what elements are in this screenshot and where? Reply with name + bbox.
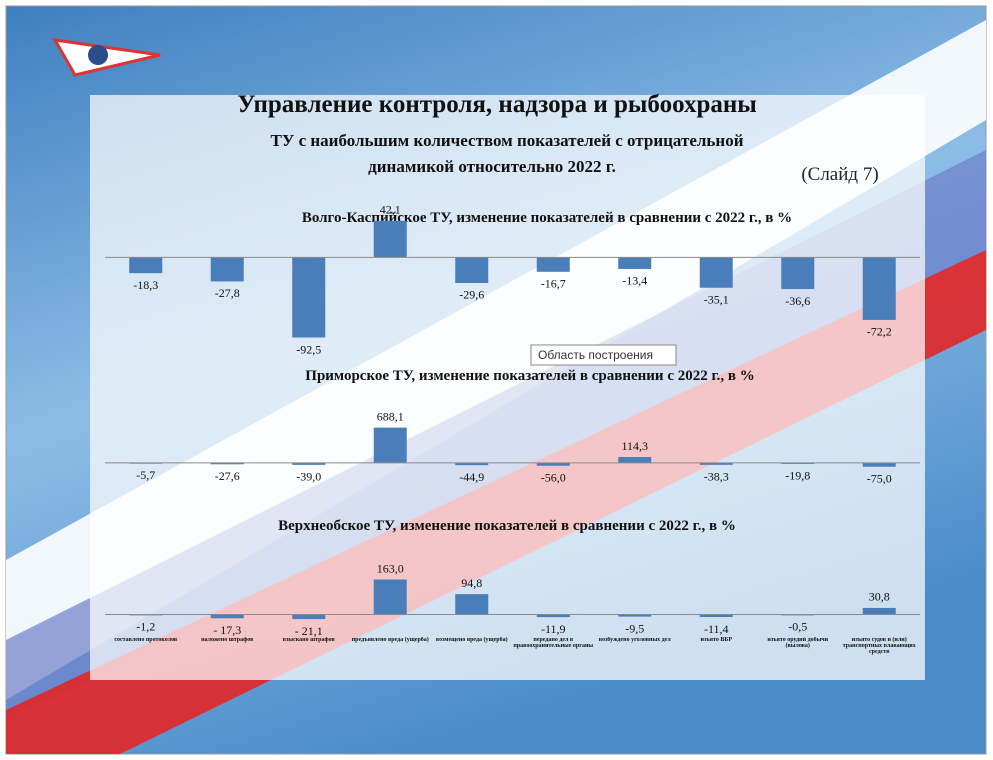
bar [292, 614, 326, 620]
value-label: - 21,1 [295, 624, 323, 638]
category-label-box: изъято ВБР [700, 636, 732, 643]
value-label: -1,2 [136, 620, 155, 634]
slide-subtitle: динамикой относительно 2022 г. [368, 157, 616, 176]
value-label: -36,6 [785, 294, 810, 308]
value-label: -29,6 [459, 288, 484, 302]
bar [210, 462, 244, 465]
value-label: -39,0 [296, 470, 321, 484]
value-label: -19,8 [785, 469, 810, 483]
bar [862, 607, 896, 615]
bar [292, 257, 326, 338]
value-label: 688,1 [377, 409, 404, 423]
bar [618, 614, 652, 617]
value-label: -35,1 [704, 293, 729, 307]
bar [292, 462, 326, 465]
x-tick-label: передано дел в правоохранительные органы [513, 636, 594, 649]
bar [699, 462, 733, 465]
bar [210, 614, 244, 619]
emblem [88, 45, 108, 65]
value-label: 163,0 [377, 561, 404, 575]
x-tick-label: изъято орудий добычи (вылова) [767, 636, 829, 649]
category-label-box: наложено штрафов [201, 636, 254, 643]
x-tick-label: предъявлено вреда (ущерба) [351, 636, 429, 643]
value-label: 30,8 [869, 590, 890, 604]
bar [373, 579, 407, 615]
x-tick-label: составлено протоколов [114, 636, 178, 643]
value-label: -16,7 [541, 277, 566, 291]
value-label: -75,0 [867, 471, 892, 485]
x-tick-label: возмещено вреда (ущерба) [435, 636, 508, 643]
value-label: -9,5 [625, 621, 644, 635]
value-label: -44,9 [459, 470, 484, 484]
category-label-box: изъято орудий добычи (вылова) [767, 636, 829, 649]
chart-title: Волго-Каспийское ТУ, изменение показател… [302, 210, 792, 226]
value-label: 114,3 [621, 439, 648, 453]
value-label: -38,3 [704, 470, 729, 484]
bar [781, 257, 815, 290]
bar [618, 257, 652, 269]
category-label-box: возбуждено уголовных дел [598, 636, 671, 643]
bar [618, 457, 652, 463]
bar [699, 257, 733, 288]
bar [536, 257, 570, 272]
bar [862, 257, 896, 320]
category-label-box: передано дел в правоохранительные органы [513, 636, 594, 649]
slide-title: Управление контроля, надзора и рыбоохран… [237, 91, 757, 118]
x-tick-label: изъято судов и (или) транспортных плаваю… [842, 636, 916, 656]
value-label: -27,8 [215, 286, 240, 300]
category-label-box: изъято судов и (или) транспортных плаваю… [842, 636, 916, 656]
chart-title: Приморское ТУ, изменение показателей в с… [305, 368, 754, 384]
bar [699, 614, 733, 618]
slide-number: (Слайд 7) [801, 164, 878, 185]
category-label-box: возмещено вреда (ущерба) [435, 636, 508, 643]
bar [781, 462, 815, 464]
bar [455, 462, 489, 466]
bar [373, 220, 407, 258]
x-tick-label: изъято ВБР [700, 636, 732, 643]
category-label-box: взыскано штрафов [282, 636, 335, 643]
value-label: -5,7 [136, 468, 155, 482]
panel [90, 95, 925, 680]
value-label: -92,5 [296, 342, 321, 356]
chart-title: Верхнеобское ТУ, изменение показателей в… [278, 518, 736, 534]
x-tick-label: наложено штрафов [201, 636, 254, 643]
value-label: -0,5 [788, 619, 807, 633]
charts: Волго-Каспийское ТУ, изменение показател… [105, 203, 920, 656]
value-label: -56,0 [541, 470, 566, 484]
value-label: -27,6 [215, 469, 240, 483]
x-tick-label: возбуждено уголовных дел [598, 636, 671, 643]
tooltip: Область построения [538, 348, 653, 362]
value-label: - 17,3 [213, 623, 241, 637]
value-label: 42,1 [380, 203, 401, 217]
bar [373, 427, 407, 463]
slide-subtitle: ТУ с наибольшим количеством показателей … [271, 131, 744, 150]
value-label: -11,4 [704, 622, 729, 636]
value-label: -13,4 [622, 274, 647, 288]
value-label: -11,9 [541, 622, 566, 636]
value-label: 94,8 [461, 576, 482, 590]
bar [862, 462, 896, 467]
bar [536, 614, 570, 618]
bar [536, 462, 570, 466]
value-label: -18,3 [133, 278, 158, 292]
category-label-box: предъявлено вреда (ущерба) [351, 636, 429, 643]
x-tick-label: взыскано штрафов [282, 636, 335, 643]
tooltip-box [530, 344, 677, 366]
value-label: -72,2 [867, 325, 892, 339]
bar [455, 594, 489, 615]
bar [129, 257, 163, 274]
category-label-box: составлено протоколов [114, 636, 178, 643]
bar [455, 257, 489, 283]
bar [210, 257, 244, 282]
